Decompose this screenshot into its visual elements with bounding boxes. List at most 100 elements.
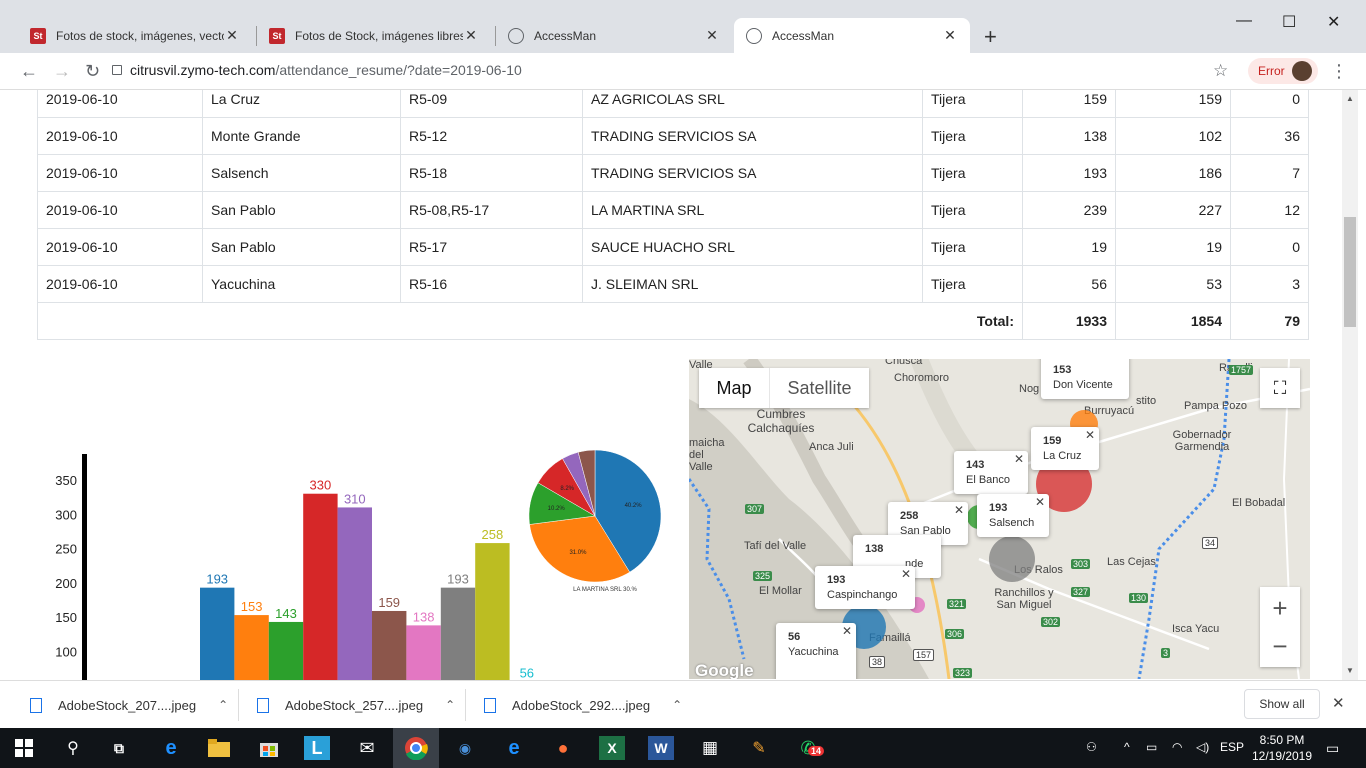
- menu-icon[interactable]: ⋮: [1330, 61, 1348, 81]
- input-language[interactable]: ESP: [1220, 740, 1245, 754]
- file-explorer-icon[interactable]: [206, 736, 232, 760]
- map-popup[interactable]: 56 Yacuchina ✕: [776, 623, 856, 679]
- cell-contractor: AZ AGRICOLAS SRL: [582, 90, 923, 118]
- close-icon[interactable]: ✕: [841, 624, 852, 638]
- chevron-up-icon[interactable]: ⌃: [218, 698, 229, 712]
- chevron-up-icon[interactable]: ^: [1124, 740, 1130, 754]
- close-icon[interactable]: ✕: [953, 503, 964, 517]
- chrome-icon: [405, 737, 428, 760]
- cell-tool: Tijera: [922, 117, 1023, 155]
- tab-stock-1[interactable]: St Fotos de stock, imágenes, vector ✕: [18, 18, 252, 53]
- map-popup[interactable]: 143 El Banco ✕: [954, 451, 1028, 494]
- vpn-icon[interactable]: ◉: [458, 739, 472, 756]
- download-item[interactable]: AdobeStock_257....jpeg ⌃: [257, 681, 455, 729]
- satellite-button[interactable]: Satellite: [769, 368, 869, 408]
- tab-accessman-active[interactable]: AccessMan ✕: [734, 18, 970, 53]
- scroll-up-icon[interactable]: ▲: [1346, 94, 1354, 103]
- battery-icon[interactable]: ▭: [1146, 740, 1158, 754]
- volume-icon[interactable]: ◁): [1196, 740, 1210, 754]
- y-tick-label: 150: [55, 610, 77, 625]
- bar-caspinchango: [200, 587, 235, 680]
- windows-start-icon[interactable]: [11, 736, 37, 760]
- close-tab-icon[interactable]: ✕: [706, 27, 718, 43]
- close-tab-icon[interactable]: ✕: [465, 27, 477, 43]
- cell-b: 159: [1115, 90, 1231, 118]
- clock[interactable]: 8:50 PM 12/19/2019: [1250, 732, 1314, 764]
- pie-slice-label: 31.0%: [569, 550, 587, 556]
- cell-a: 159: [1022, 90, 1116, 118]
- whatsapp-icon[interactable]: ✆ 14: [795, 736, 825, 760]
- store-icon[interactable]: [256, 736, 282, 760]
- taskbar-active-item[interactable]: [393, 728, 439, 768]
- forward-button[interactable]: →: [53, 61, 71, 81]
- download-item[interactable]: AdobeStock_292....jpeg ⌃: [484, 681, 682, 729]
- wifi-icon[interactable]: ◠: [1172, 740, 1183, 754]
- pie-slice: [577, 449, 596, 517]
- popup-name: La Cruz: [1043, 450, 1082, 462]
- word-icon[interactable]: W: [648, 736, 674, 760]
- close-icon[interactable]: ✕: [1084, 428, 1095, 442]
- paint-icon[interactable]: ✎: [752, 740, 766, 757]
- search-icon[interactable]: ⚲: [67, 740, 79, 757]
- notifications-icon[interactable]: ▭: [1326, 740, 1340, 756]
- tab-accessman-1[interactable]: AccessMan ✕: [496, 18, 732, 53]
- bookmark-star-icon[interactable]: ☆: [1213, 61, 1229, 80]
- cell-tool: Tijera: [922, 90, 1023, 118]
- y-tick-label: 300: [55, 507, 77, 522]
- map-popup[interactable]: 153 Don Vicente ⌃: [1041, 359, 1129, 399]
- tab-stock-2[interactable]: St Fotos de Stock, imágenes libres d ✕: [257, 18, 491, 53]
- table-row: 2019-06-10 Salsench R5-18 TRADING SERVICIOS…: [37, 154, 1309, 192]
- maximize-button[interactable]: ☐: [1282, 14, 1297, 31]
- divider: [465, 689, 466, 721]
- map-popup[interactable]: 159 La Cruz ✕: [1031, 427, 1099, 470]
- zoom-out-button[interactable]: −: [1272, 631, 1288, 661]
- profile-error-button[interactable]: Error: [1248, 58, 1318, 84]
- chevron-up-icon[interactable]: ⌃: [445, 698, 456, 712]
- windows-taskbar: ⚲ ⧉ e L ✉ ◉ e ● X W ▦ ✎ ✆ 14 ⚇ ^ ▭ ◠ ◁) …: [0, 728, 1366, 768]
- edge-icon[interactable]: e: [165, 736, 177, 759]
- y-tick-label: 350: [55, 473, 77, 488]
- reload-button[interactable]: ↻: [85, 61, 101, 81]
- tab-title: Fotos de Stock, imágenes libres d: [295, 28, 463, 43]
- close-downloads-icon[interactable]: ✕: [1332, 695, 1345, 712]
- page-scrollbar[interactable]: ▲ ▼: [1342, 90, 1358, 680]
- task-view-icon[interactable]: ⧉: [114, 739, 124, 756]
- scroll-down-icon[interactable]: ▼: [1346, 666, 1354, 675]
- scrollbar-thumb[interactable]: [1344, 217, 1356, 327]
- new-tab-button[interactable]: +: [984, 24, 997, 49]
- firefox-icon[interactable]: ●: [557, 737, 569, 758]
- pie-slice-label: 40.2%: [625, 503, 643, 509]
- fullscreen-button[interactable]: ⛶: [1260, 368, 1300, 408]
- close-tab-icon[interactable]: ✕: [226, 27, 238, 43]
- map-place-label: Chusca: [885, 359, 923, 367]
- excel-icon[interactable]: X: [599, 736, 625, 760]
- download-item[interactable]: AdobeStock_207....jpeg ⌃: [30, 681, 228, 729]
- minimize-button[interactable]: —: [1236, 12, 1252, 29]
- close-icon[interactable]: ⌃: [1114, 359, 1125, 366]
- close-icon[interactable]: ✕: [1034, 495, 1045, 509]
- mail-icon[interactable]: ✉: [359, 737, 375, 758]
- back-button[interactable]: ←: [20, 61, 38, 81]
- map[interactable]: Valle Chusca Choromoro Rapelli Cumbres C…: [689, 359, 1310, 679]
- zoom-in-button[interactable]: +: [1272, 593, 1288, 623]
- y-axis: [82, 454, 87, 680]
- popup-value: 159: [1043, 435, 1062, 447]
- people-icon[interactable]: ⚇: [1086, 740, 1097, 754]
- internet-explorer-icon[interactable]: e: [508, 736, 520, 759]
- close-window-button[interactable]: ✕: [1327, 14, 1341, 31]
- close-tab-icon[interactable]: ✕: [944, 27, 956, 43]
- map-popup[interactable]: 193 Salsench ✕: [977, 494, 1049, 537]
- l-app-icon[interactable]: L: [304, 736, 330, 760]
- y-tick-label: 200: [55, 576, 77, 591]
- chevron-up-icon[interactable]: ⌃: [672, 698, 683, 712]
- calculator-icon[interactable]: ▦: [701, 738, 719, 757]
- map-popup[interactable]: 193 Caspinchango ✕: [815, 566, 915, 609]
- close-icon[interactable]: ✕: [900, 567, 911, 581]
- bar-value-label: 153: [241, 599, 263, 614]
- map-button[interactable]: Map: [716, 377, 752, 398]
- show-all-button[interactable]: Show all: [1244, 689, 1320, 719]
- map-place-label: Choromoro: [894, 372, 950, 384]
- close-icon[interactable]: ✕: [1013, 452, 1024, 466]
- address-bar[interactable]: citrusvil.zymo-tech.com/attendance_resum…: [130, 62, 522, 78]
- bar-el-banco: [268, 621, 304, 680]
